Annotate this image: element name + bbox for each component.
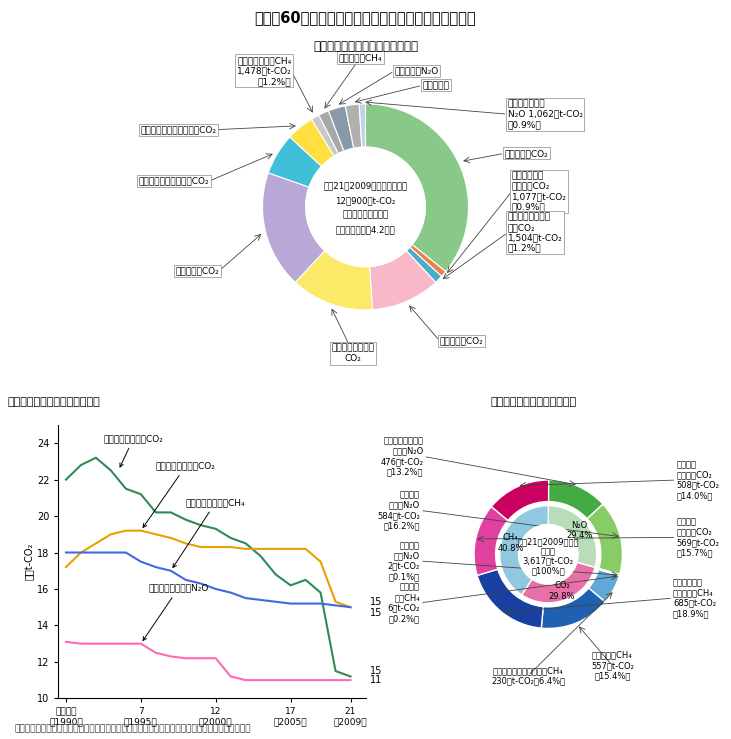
Text: （温室効果ガス総排出量の内訳）: （温室効果ガス総排出量の内訳）	[313, 40, 418, 53]
Text: 資料：（独）国立環境研究所温室効果ガスインベントリオフィスのデータを基に農林水産省で作成: 資料：（独）国立環境研究所温室効果ガスインベントリオフィスのデータを基に農林水産…	[15, 724, 251, 733]
Text: 15: 15	[370, 666, 382, 676]
Wedge shape	[588, 570, 619, 602]
Wedge shape	[345, 104, 362, 149]
Text: 農業以外のN₂O: 農業以外のN₂O	[394, 67, 439, 75]
Text: 運輸部門のCO₂: 運輸部門のCO₂	[175, 266, 219, 276]
Text: 水産業で
発生するCO₂
569万t-CO₂
（15.7%）: 水産業で 発生するCO₂ 569万t-CO₂ （15.7%）	[676, 517, 719, 557]
Text: 農地土壌
からのN₂O
584万t-CO₂
（16.2%）: 農地土壌 からのN₂O 584万t-CO₂ （16.2%）	[377, 490, 420, 531]
Text: 非エネルギー転換部門のCO₂: 非エネルギー転換部門のCO₂	[140, 125, 216, 134]
Text: CO₂
29.8%: CO₂ 29.8%	[549, 581, 575, 601]
Text: 3,617万t-CO₂: 3,617万t-CO₂	[523, 556, 574, 565]
Text: 農林水産業からのN₂O: 農林水産業からのN₂O	[143, 584, 209, 641]
Text: 農林水産業からのCH₄: 農林水産業からのCH₄	[173, 498, 246, 568]
Text: 家畜排せつ物管理
に伴うN₂O
476万t-CO₂
（13.2%）: 家畜排せつ物管理 に伴うN₂O 476万t-CO₂ （13.2%）	[380, 436, 423, 477]
Text: 産業部門のCO₂: 産業部門のCO₂	[504, 149, 548, 158]
Text: CH₄
40.8%: CH₄ 40.8%	[498, 534, 524, 553]
Wedge shape	[319, 111, 344, 154]
Text: 農業以外のCH₄: 農業以外のCH₄	[338, 53, 382, 62]
Wedge shape	[599, 568, 620, 575]
Wedge shape	[500, 505, 548, 595]
Text: 家庭部門のCO₂: 家庭部門のCO₂	[439, 336, 483, 345]
Wedge shape	[491, 480, 549, 520]
Text: N₂O
29.4%: N₂O 29.4%	[567, 521, 593, 540]
Wedge shape	[290, 119, 334, 166]
Text: 農林水産業からのCO₂: 農林水産業からのCO₂	[103, 434, 163, 467]
Text: 家畜消化管内
発酵によるCH₄
685万t-CO₂
（18.9%）: 家畜消化管内 発酵によるCH₄ 685万t-CO₂ （18.9%）	[673, 578, 716, 619]
Text: 稲作に伴うCH₄
557万t-CO₂
（15.4%）: 稲作に伴うCH₄ 557万t-CO₂ （15.4%）	[591, 650, 634, 681]
Y-axis label: 百万t-CO₂: 百万t-CO₂	[24, 543, 34, 580]
Text: （農林水産業・食品: （農林水産業・食品	[342, 211, 389, 219]
Wedge shape	[268, 137, 322, 187]
Text: 平成21（2009）年度: 平成21（2009）年度	[518, 537, 579, 547]
Text: 家畜排せつ物管理に伴うCH₄
230万t-CO₂（6.4%）: 家畜排せつ物管理に伴うCH₄ 230万t-CO₂（6.4%）	[491, 666, 565, 685]
Wedge shape	[262, 173, 325, 282]
Text: 食品製造業からのCO₂: 食品製造業からのCO₂	[143, 461, 216, 528]
Text: 野焼きに
伴うCH₄
6万t-CO₂
（0.2%）: 野焼きに 伴うCH₄ 6万t-CO₂ （0.2%）	[387, 583, 420, 623]
Text: 平成21（2009）年度総排出量: 平成21（2009）年度総排出量	[323, 182, 408, 191]
Text: その他ガス: その他ガス	[423, 81, 449, 90]
Circle shape	[518, 525, 578, 584]
Text: 15: 15	[370, 597, 382, 607]
Text: 農業で発生する
N₂O 1,062万t-CO₂
（0.9%）: 農業で発生する N₂O 1,062万t-CO₂ （0.9%）	[507, 99, 583, 129]
Wedge shape	[548, 480, 603, 519]
Wedge shape	[522, 562, 595, 603]
Wedge shape	[328, 106, 354, 151]
Text: 12億900万t-CO₂: 12億900万t-CO₂	[336, 197, 395, 205]
Text: 図３－60　農林水産業における温室効果ガスの排出量: 図３－60 農林水産業における温室効果ガスの排出量	[254, 10, 477, 25]
Text: 農林業で
発生するCO₂
508万t-CO₂
（14.0%）: 農林業で 発生するCO₂ 508万t-CO₂ （14.0%）	[676, 460, 719, 500]
Text: 業務その他部門の
CO₂: 業務その他部門の CO₂	[332, 344, 375, 363]
Text: 排出量: 排出量	[541, 547, 556, 556]
Wedge shape	[359, 104, 366, 147]
Wedge shape	[295, 251, 373, 310]
Text: 野焼きに
伴うN₂O
2万t-CO₂
（0.1%）: 野焼きに 伴うN₂O 2万t-CO₂ （0.1%）	[388, 541, 420, 581]
Wedge shape	[370, 251, 436, 310]
Text: 11: 11	[370, 675, 382, 685]
Wedge shape	[548, 505, 596, 568]
Wedge shape	[366, 104, 469, 271]
Text: （温室効果ガス排出量の推移）: （温室効果ガス排出量の推移）	[7, 397, 100, 407]
Wedge shape	[599, 569, 620, 576]
Text: 農業で発生するCH₄
1,478万t-CO₂
（1.2%）: 農業で発生するCH₄ 1,478万t-CO₂ （1.2%）	[237, 56, 292, 86]
Wedge shape	[477, 569, 543, 628]
Wedge shape	[474, 506, 508, 576]
Wedge shape	[409, 245, 446, 276]
Text: 製造業の割合約4.2％）: 製造業の割合約4.2％）	[336, 225, 395, 234]
Wedge shape	[587, 504, 623, 574]
Wedge shape	[311, 115, 338, 156]
Text: 農林水産業で
発生するCO₂
1,077万t-CO₂
（0.9%）: 農林水産業で 発生するCO₂ 1,077万t-CO₂ （0.9%）	[512, 171, 567, 211]
Text: 15: 15	[370, 607, 382, 618]
Text: 食品製造業で発生
するCO₂
1,504万t-CO₂
（1.2%）: 食品製造業で発生 するCO₂ 1,504万t-CO₂ （1.2%）	[507, 213, 562, 253]
Text: （温室効果ガスの排出形態）: （温室効果ガスの排出形態）	[491, 397, 577, 407]
Wedge shape	[406, 247, 442, 282]
Circle shape	[306, 147, 425, 267]
Text: （100%）: （100%）	[531, 566, 565, 575]
Wedge shape	[541, 588, 605, 628]
Text: エネルギー転換部門のCO₂: エネルギー転換部門のCO₂	[138, 177, 209, 185]
